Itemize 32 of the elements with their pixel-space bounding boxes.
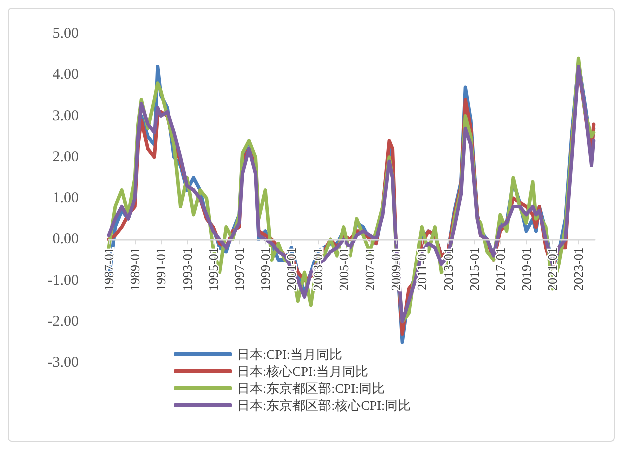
legend-label: 日本:核心CPI:当月同比 bbox=[237, 364, 368, 379]
x-tick-label: 2001-01 bbox=[284, 248, 300, 291]
legend-label: 日本:CPI:当月同比 bbox=[237, 347, 342, 362]
x-tick-label: 2011-01 bbox=[414, 248, 430, 290]
x-tick-label: 2005-01 bbox=[336, 248, 352, 291]
x-tick-label: 1995-01 bbox=[206, 248, 221, 291]
x-tick-label: 2003-01 bbox=[310, 248, 326, 291]
y-tick-label: -1.00 bbox=[48, 272, 79, 289]
x-tick-label: 2017-01 bbox=[492, 248, 508, 291]
legend-label: 日本:东京都区部:核心CPI:同比 bbox=[237, 398, 412, 413]
y-tick-label: 0.00 bbox=[52, 232, 79, 248]
x-tick-label: 1997-01 bbox=[232, 248, 247, 291]
x-tick-label: 1987-01 bbox=[102, 248, 116, 291]
x-tick-label: 2021-01 bbox=[545, 248, 560, 291]
y-tick-label: 5.00 bbox=[52, 26, 79, 42]
x-tick-label: 2015-01 bbox=[466, 248, 482, 291]
x-tick-label: 1991-01 bbox=[154, 248, 169, 291]
y-tick-label: 4.00 bbox=[52, 67, 79, 84]
y-tick-label: -3.00 bbox=[48, 355, 79, 371]
y-tick-label: -2.00 bbox=[48, 314, 79, 330]
y-tick-label: 2.00 bbox=[52, 149, 79, 166]
y-tick-label: 3.00 bbox=[52, 108, 79, 124]
x-tick-label: 2007-01 bbox=[362, 248, 378, 291]
x-tick-label: 1999-01 bbox=[258, 248, 274, 291]
x-tick-label: 1993-01 bbox=[180, 248, 195, 291]
x-tick-label: 2009-01 bbox=[388, 248, 404, 291]
x-tick-label: 2013-01 bbox=[440, 248, 456, 291]
x-tick-label: 1989-01 bbox=[128, 248, 143, 291]
x-tick-label: 2019-01 bbox=[519, 248, 534, 291]
x-tick-label: 2023-01 bbox=[571, 248, 586, 291]
legend-label: 日本:东京都区部:CPI:同比 bbox=[237, 381, 386, 396]
y-tick-label: 1.00 bbox=[52, 190, 79, 206]
